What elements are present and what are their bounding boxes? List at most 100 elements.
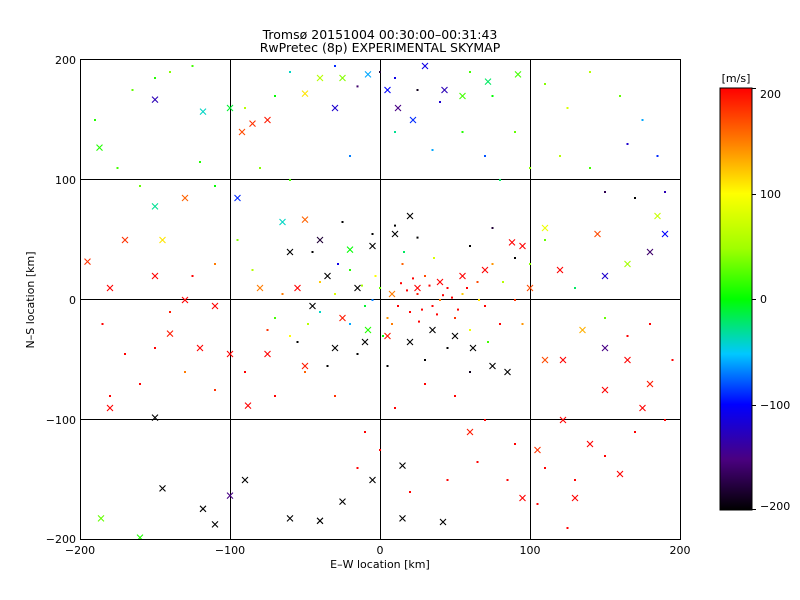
scatter-dot-marker xyxy=(589,71,591,73)
scatter-x-marker xyxy=(264,116,271,124)
x-tick-label: −100 xyxy=(215,544,245,557)
scatter-x-marker xyxy=(436,278,444,286)
scatter-x-marker xyxy=(364,71,372,78)
colorbar-ticks xyxy=(752,88,756,510)
scatter-dot-marker xyxy=(356,353,359,355)
scatter-dot-marker xyxy=(341,221,344,223)
scatter-x-marker xyxy=(121,236,129,244)
scatter-x-marker xyxy=(399,515,406,522)
scatter-x-marker xyxy=(384,332,391,340)
chart-title: Tromsø 20151004 00:30:00–00:31:43 xyxy=(262,27,498,42)
scatter-dot-marker xyxy=(266,329,269,331)
scatter-x-marker xyxy=(346,246,354,253)
scatter-x-marker xyxy=(181,194,189,202)
scatter-x-marker xyxy=(556,266,564,274)
scatter-dot-marker xyxy=(484,155,486,157)
scatter-dot-marker xyxy=(274,317,276,319)
scatter-dot-marker xyxy=(304,371,306,373)
scatter-x-marker xyxy=(249,120,256,127)
scatter-dot-marker xyxy=(101,323,104,325)
scatter-dot-marker xyxy=(334,293,336,295)
scatter-dot-marker xyxy=(386,365,389,367)
scatter-dot-marker xyxy=(521,323,524,325)
scatter-x-marker xyxy=(481,266,489,274)
scatter-dot-marker xyxy=(544,239,546,241)
scatter-x-marker xyxy=(324,272,331,280)
scatter-dot-marker xyxy=(604,455,606,457)
scatter-x-marker xyxy=(106,284,114,292)
scatter-dot-marker xyxy=(214,263,216,265)
scatter-x-marker xyxy=(406,212,414,220)
scatter-dot-marker xyxy=(446,287,449,289)
scatter-dot-marker xyxy=(274,395,276,397)
colorbar-tick-label: 100 xyxy=(760,188,781,201)
scatter-dot-marker xyxy=(664,419,666,421)
scatter-dot-marker xyxy=(191,275,194,277)
scatter-x-marker xyxy=(96,144,103,151)
scatter-x-marker xyxy=(519,242,526,250)
scatter-dot-marker xyxy=(326,365,329,367)
scatter-dot-marker xyxy=(349,269,351,271)
scatter-x-marker xyxy=(514,71,522,78)
scatter-x-marker xyxy=(508,239,516,246)
scatter-x-marker xyxy=(199,108,207,115)
x-tick-label: 0 xyxy=(377,544,384,557)
scatter-dot-marker xyxy=(574,287,576,289)
scatter-x-marker xyxy=(279,218,286,226)
grid-lines xyxy=(81,60,680,539)
scatter-dot-marker xyxy=(416,293,419,295)
scatter-x-marker xyxy=(234,194,241,202)
scatter-x-marker xyxy=(316,517,324,525)
scatter-dot-marker xyxy=(337,263,339,265)
scatter-dot-marker xyxy=(469,371,471,373)
scatter-x-marker xyxy=(211,521,219,528)
scatter-dot-marker xyxy=(109,395,111,397)
scatter-dot-marker xyxy=(626,335,629,337)
scatter-x-marker xyxy=(489,362,496,370)
y-tick-label: −200 xyxy=(46,533,76,546)
scatter-x-marker xyxy=(394,104,402,112)
scatter-x-marker xyxy=(354,284,361,292)
scatter-dot-marker xyxy=(364,431,366,433)
scatter-dot-marker xyxy=(371,299,374,301)
scatter-dot-marker xyxy=(457,308,459,311)
scatter-x-marker xyxy=(484,78,492,85)
scatter-dot-marker xyxy=(476,281,479,283)
scatter-dot-marker xyxy=(349,323,351,325)
scatter-dot-marker xyxy=(484,419,486,421)
scatter-dot-marker xyxy=(671,359,674,361)
scatter-dot-marker xyxy=(451,296,453,299)
scatter-x-marker xyxy=(406,338,414,346)
scatter-x-marker xyxy=(624,356,631,364)
scatter-dot-marker xyxy=(506,479,509,481)
scatter-x-marker xyxy=(361,338,369,346)
scatter-dot-marker xyxy=(454,395,456,397)
scatter-x-marker xyxy=(226,104,234,112)
scatter-dot-marker xyxy=(371,233,374,235)
scatter-dot-marker xyxy=(589,167,591,169)
scatter-x-marker xyxy=(331,344,339,352)
scatter-dot-marker xyxy=(391,323,393,325)
scatter-x-marker xyxy=(541,356,549,364)
x-axis: −200 −100 0 100 200 E–W location [km] xyxy=(65,544,691,571)
scatter-x-marker xyxy=(316,74,324,82)
scatter-x-marker xyxy=(451,332,459,340)
y-tick-label: 0 xyxy=(69,294,76,307)
scatter-x-marker xyxy=(459,92,466,100)
scatter-dot-marker xyxy=(199,161,201,163)
scatter-dot-marker xyxy=(349,155,351,157)
scatter-dot-marker xyxy=(466,287,468,289)
scatter-x-marker xyxy=(391,230,399,238)
scatter-x-marker xyxy=(136,534,144,539)
scatter-dot-marker xyxy=(139,185,141,187)
scatter-dot-marker xyxy=(416,89,419,91)
colorbar-tick-label: −100 xyxy=(760,399,790,412)
scatter-x-marker xyxy=(339,74,346,82)
scatter-dot-marker xyxy=(169,71,171,73)
scatter-dot-marker xyxy=(394,407,396,409)
scatter-dot-marker xyxy=(94,119,96,121)
scatter-dot-marker xyxy=(514,299,516,301)
scatter-dot-marker xyxy=(364,305,366,307)
scatter-dot-marker xyxy=(499,179,501,181)
scatter-dot-marker xyxy=(514,443,516,445)
